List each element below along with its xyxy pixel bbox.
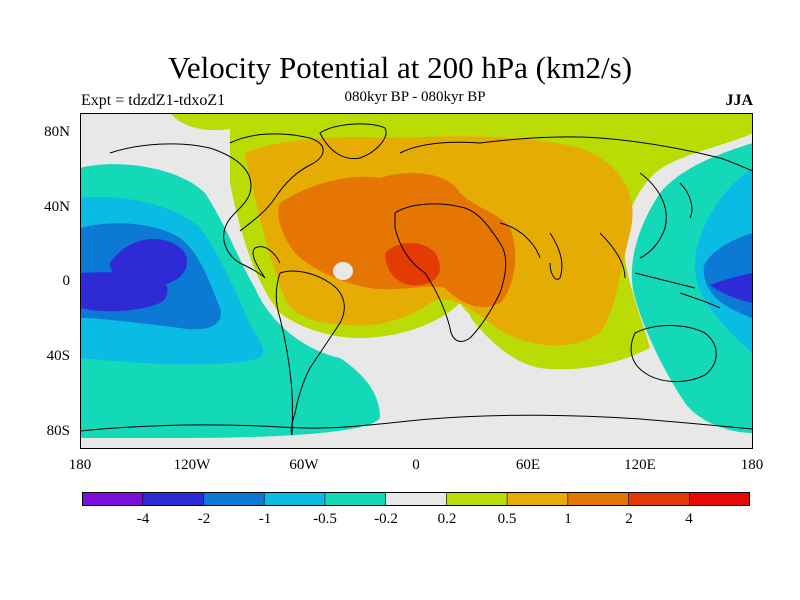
colorbar-label: 2 bbox=[625, 511, 633, 527]
colorbar-label: -2 bbox=[197, 511, 211, 527]
lat-tick-0: 0 bbox=[62, 273, 71, 289]
plot-title: Velocity Potential at 200 hPa (km2/s) bbox=[167, 50, 633, 85]
colorbar-label: -1 bbox=[258, 511, 272, 527]
lon-tick-180e: 180 bbox=[740, 457, 764, 473]
map-border bbox=[80, 113, 753, 449]
lon-tick-180w: 180 bbox=[68, 457, 92, 473]
lon-tick-120e: 120E bbox=[624, 457, 656, 473]
colorbar-swatch bbox=[142, 492, 205, 506]
colorbar-swatch bbox=[446, 492, 508, 506]
neutral-blob-southafrica bbox=[448, 309, 472, 337]
colorbar-swatch bbox=[567, 492, 630, 506]
experiment-label: Expt = tdzdZ1-tdxoZ1 bbox=[81, 92, 226, 109]
lon-tick-120w: 120W bbox=[173, 457, 211, 473]
lon-tick-0: 0 bbox=[412, 457, 420, 473]
colorbar-label: 0.5 bbox=[497, 511, 517, 527]
colorbar-label: 4 bbox=[685, 511, 693, 527]
colorbar-swatch bbox=[82, 492, 144, 506]
lon-tick-60e: 60E bbox=[515, 457, 541, 473]
lat-tick-40s: 40S bbox=[46, 348, 70, 364]
colorbar-swatch bbox=[385, 492, 448, 506]
colorbar bbox=[82, 492, 750, 506]
colorbar-border bbox=[82, 492, 750, 506]
lon-tick-60w: 60W bbox=[289, 457, 319, 473]
contour-neg-2-east bbox=[710, 273, 753, 303]
lat-tick-80n: 80N bbox=[44, 124, 70, 140]
colorbar-label: -0.5 bbox=[313, 511, 337, 527]
colorbar-swatch bbox=[628, 492, 691, 506]
colorbar-label: 1 bbox=[564, 511, 572, 527]
lat-tick-80s: 80S bbox=[46, 423, 70, 439]
colorbar-label: 0.2 bbox=[437, 511, 457, 527]
colorbar-label: -4 bbox=[136, 511, 150, 527]
colorbar-swatch bbox=[688, 492, 750, 506]
season-label: JJA bbox=[725, 92, 753, 109]
colorbar-swatch bbox=[324, 492, 387, 506]
lat-tick-40n: 40N bbox=[44, 199, 70, 215]
world-coastline-map-icon bbox=[80, 113, 753, 449]
colorbar-swatch bbox=[203, 492, 265, 506]
contour-neg-2b bbox=[110, 239, 188, 286]
period-label: 080kyr BP - 080kyr BP bbox=[344, 89, 486, 105]
neutral-blob-atlantic bbox=[333, 262, 353, 280]
colorbar-swatch bbox=[506, 492, 569, 506]
contour-pos-02-north bbox=[170, 113, 753, 131]
colorbar-label: -0.2 bbox=[374, 511, 398, 527]
coastlines bbox=[80, 123, 753, 436]
colorbar-swatch bbox=[263, 492, 326, 506]
